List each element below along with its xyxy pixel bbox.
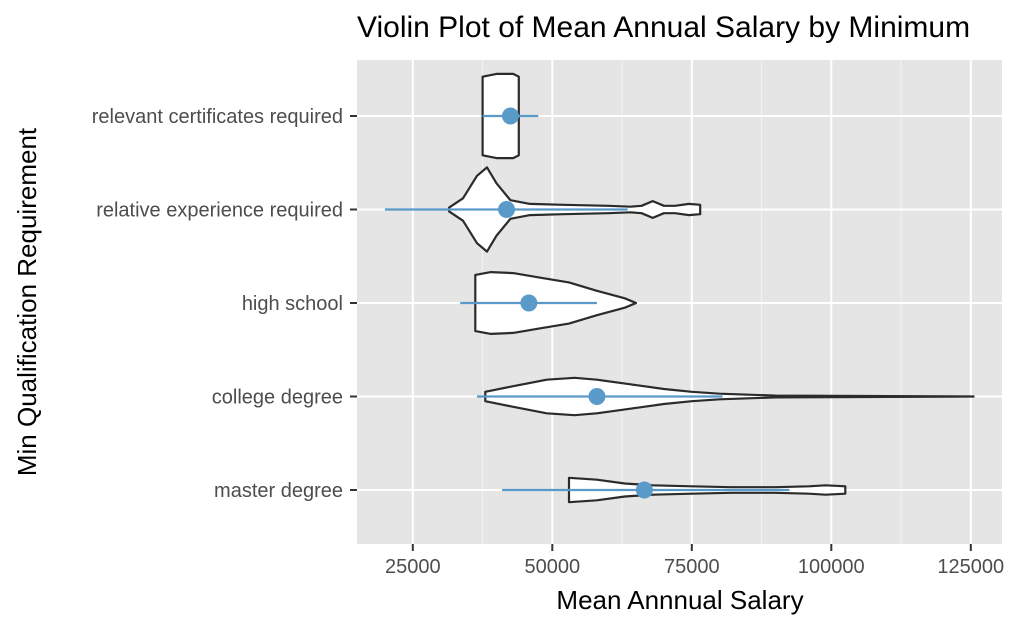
mean-point <box>588 388 606 405</box>
x-axis-title: Mean Annnual Salary <box>556 585 803 615</box>
chart-title: Violin Plot of Mean Annual Salary by Min… <box>357 11 970 44</box>
mean-point <box>498 201 516 218</box>
x-axis: 25000 50000 75000 100000 125000 <box>385 544 1004 578</box>
x-tick-label: 50000 <box>524 556 580 578</box>
mean-point <box>635 481 653 499</box>
violin-college-degree <box>484 376 975 417</box>
mean-point <box>520 294 538 312</box>
x-tick-label: 100000 <box>798 556 865 578</box>
y-tick-label: relative experience required <box>96 200 343 222</box>
y-tick-label: master degree <box>214 480 343 502</box>
mean-point <box>501 107 519 125</box>
x-tick-label: 75000 <box>664 556 720 578</box>
y-tick-label: high school <box>242 293 343 315</box>
x-tick-label: 125000 <box>937 556 1004 578</box>
y-axis-title: Min Qualification Requirement <box>12 127 42 476</box>
x-tick-label: 25000 <box>385 556 441 578</box>
mean-ranges <box>384 107 790 499</box>
y-tick-label: college degree <box>212 387 343 409</box>
y-axis: relevant certificates required relative e… <box>92 106 357 502</box>
y-tick-label: relevant certificates required <box>92 106 343 128</box>
